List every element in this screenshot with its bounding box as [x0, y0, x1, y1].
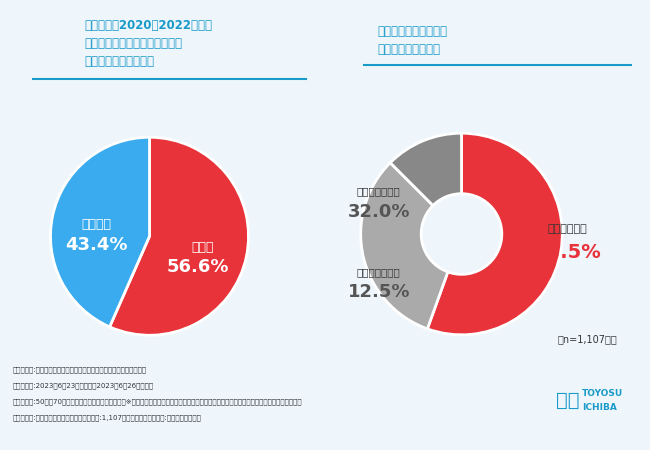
Text: 32.0%: 32.0%: [348, 203, 410, 221]
Text: （n=1,107人）: （n=1,107人）: [558, 334, 618, 344]
Text: 帰省する予定: 帰省する予定: [547, 224, 587, 234]
Wedge shape: [110, 137, 248, 335]
Text: ICHIBA: ICHIBA: [582, 403, 617, 412]
Text: 機会はありましたか？: 機会はありましたか？: [84, 55, 155, 68]
Text: ・調査対象:50代〜70代男女（中学生以下の孫を持つ）※お孫さんが近場に住んでおらず、帰省してくることがある方（同居している場合も除外）: ・調査対象:50代〜70代男女（中学生以下の孫を持つ）※お孫さんが近場に住んでお…: [13, 398, 303, 405]
Text: あった: あった: [192, 241, 214, 254]
Wedge shape: [51, 137, 150, 327]
Text: TOYOSU: TOYOSU: [582, 389, 623, 398]
Wedge shape: [427, 133, 562, 335]
Text: 12.5%: 12.5%: [348, 284, 410, 302]
Text: コロナ禍（2020〜2022年）の: コロナ禍（2020〜2022年）の: [84, 19, 213, 32]
Text: 56.6%: 56.6%: [166, 258, 229, 276]
Wedge shape: [361, 163, 448, 329]
Text: 豊洲: 豊洲: [556, 391, 579, 410]
Text: ・調査方法:インターネット調査　・調査人数:1,107人　・モニター提供元:ゼネラルリサーチ: ・調査方法:インターネット調査 ・調査人数:1,107人 ・モニター提供元:ゼネ…: [13, 414, 202, 421]
Text: 43.4%: 43.4%: [65, 236, 127, 254]
Text: 〈調査概要:「孫（息子娘）の帰省時に振る舞う料理」に関する調査〉: 〈調査概要:「孫（息子娘）の帰省時に振る舞う料理」に関する調査〉: [13, 367, 147, 374]
Text: 予定はありますか？: 予定はありますか？: [377, 43, 440, 56]
Text: お盆は孫（息子娘）が帰省する: お盆は孫（息子娘）が帰省する: [84, 37, 183, 50]
Text: なかった: なかった: [81, 218, 111, 231]
Text: 今年のお盆は帰省する: 今年のお盆は帰省する: [377, 25, 447, 38]
Text: 55.5%: 55.5%: [534, 243, 601, 261]
Text: 帰省しない予定: 帰省しない予定: [357, 267, 400, 277]
Wedge shape: [390, 133, 462, 206]
Text: ・調査期間:2023年6月23日（金）〜2023年6月26日（月）: ・調査期間:2023年6月23日（金）〜2023年6月26日（月）: [13, 382, 154, 389]
Text: まだわからない: まだわからない: [357, 187, 400, 197]
